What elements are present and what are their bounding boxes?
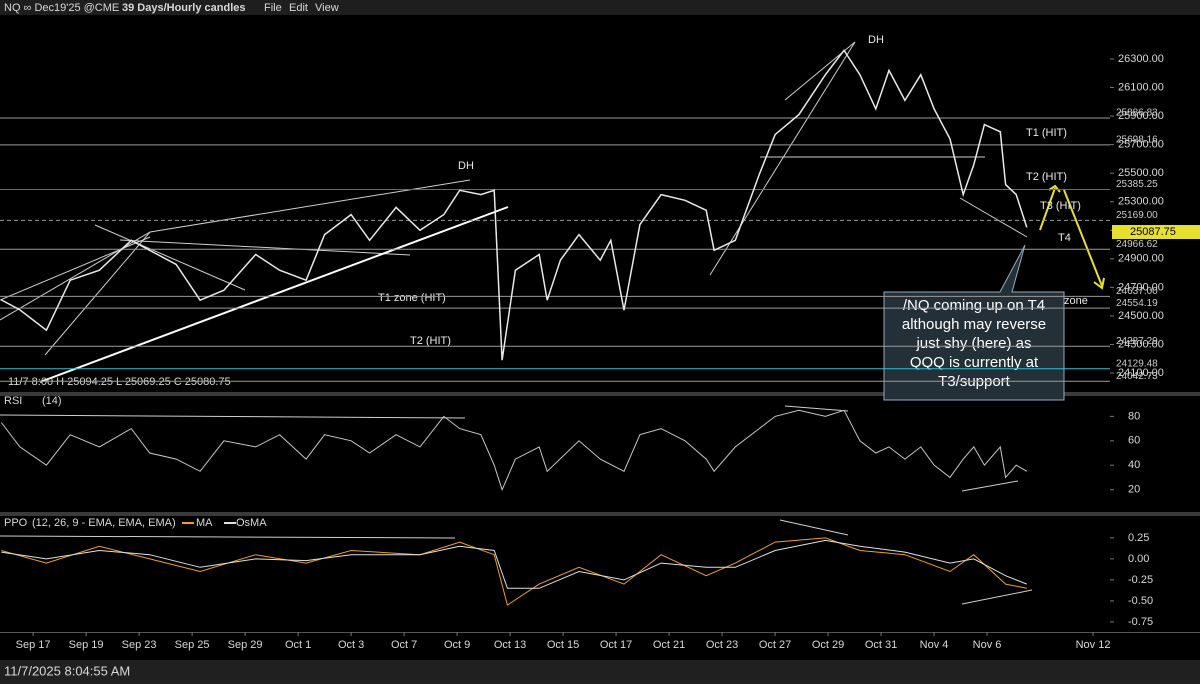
y-tick-label: 24900.00 [1118,253,1164,265]
annotation: DH [458,160,474,172]
y-tick-label: 24300.00 [1118,338,1164,350]
callout-line: although may reverse [902,316,1046,333]
x-tick-label: Oct 17 [600,639,632,651]
level-label: 24042.73 [1116,371,1158,382]
level-label: 24554.19 [1116,298,1158,309]
panel-title: PPO [4,517,28,529]
series-line [0,409,1028,492]
panel-title: RSI [4,395,22,407]
x-tick-label: Sep 23 [122,639,157,651]
series-line [1,539,1027,589]
level-label: 24287.29 [1116,336,1158,347]
trendline [39,206,509,383]
callout-line: /NQ coming up on T4 [903,297,1045,314]
annotation: zone [1064,295,1088,307]
level-label: 24966.62 [1116,239,1158,250]
legend-entry[interactable]: OsMA [236,517,267,529]
callout-box [883,244,1065,401]
x-tick-label: Oct 9 [444,639,470,651]
x-tick-label: Oct 13 [494,639,526,651]
x-tick-label: Oct 23 [706,639,738,651]
annotation: T2 (HIT) [410,335,451,347]
level-label: 24129.48 [1116,358,1158,369]
series-line [0,49,1028,361]
status-time: 11/7/2025 8:04:55 AM [4,663,130,678]
series-line [1,537,1027,606]
level-label: 25698.16 [1116,135,1158,146]
panel-divider [0,512,1200,516]
y-tick-label: 24500.00 [1118,310,1164,322]
y-tick-label: 60 [1128,435,1140,447]
toolbar [0,0,1200,15]
level-label: 25385.25 [1116,179,1158,190]
menu[interactable]: File [264,2,282,14]
level-label: 25169.00 [1116,210,1158,221]
annotation: T4 [1058,232,1071,244]
x-tick-label: Oct 7 [391,639,417,651]
y-tick-label: 24100.00 [1118,367,1164,379]
y-tick-label: -0.75 [1128,616,1153,628]
y-tick-label: 26100.00 [1118,81,1164,93]
ohlc-label: 11/7 8:00 H 25094.25 L 25069.25 C 25080.… [8,376,231,388]
x-tick-label: Oct 3 [338,639,364,651]
annotation: T1 zone (HIT) [378,292,446,304]
y-tick-label: 25500.00 [1118,167,1164,179]
y-tick-label: 25700.00 [1118,139,1164,151]
x-tick-label: Sep 25 [175,639,210,651]
x-tick-label: Sep 29 [228,639,263,651]
y-tick-label: -0.25 [1128,574,1153,586]
x-tick-label: Oct 31 [865,639,897,651]
x-tick-label: Sep 17 [16,639,51,651]
y-tick-label: 0.00 [1128,553,1149,565]
y-tick-label: 40 [1128,459,1140,471]
menu[interactable]: Edit [289,2,308,14]
panel-params: (12, 26, 9 - EMA, EMA, EMA) [32,517,176,529]
menu[interactable]: View [315,2,339,14]
callout-line: QQQ is currently at [910,354,1039,371]
y-tick-label: 25900.00 [1118,110,1164,122]
annotation: T1 (HIT) [1026,127,1067,139]
y-tick-label: 20 [1128,484,1140,496]
x-tick-label: Oct 27 [759,639,791,651]
symbol[interactable]: NQ ∞ Dec19'25 @CME [4,2,119,14]
x-tick-label: Nov 6 [973,639,1002,651]
y-tick-label: 0.25 [1128,532,1149,544]
last-price-label: 25087.75 [1130,226,1176,238]
last-price-tag [1112,225,1200,240]
y-tick-label: -0.50 [1128,595,1153,607]
callout-line: just shy (here) as [915,335,1031,352]
annotation: DH [868,34,884,46]
annotation: T2 (HIT) [1026,171,1067,183]
x-tick-label: Oct 29 [812,639,844,651]
y-tick-label: 26300.00 [1118,53,1164,65]
status-bar [0,660,1200,684]
trendlines [0,41,1033,605]
y-tick-label: 25300.00 [1118,196,1164,208]
panel-divider [0,392,1200,396]
x-tick-label: Oct 21 [653,639,685,651]
y-tick-label: 80 [1128,410,1140,422]
x-tick-label: Sep 19 [69,639,104,651]
level-label: 24637.00 [1116,286,1158,297]
x-tick-label: Oct 1 [285,639,311,651]
axis-line [0,632,1200,633]
level-label: 25886.83 [1116,108,1158,119]
legend-entry[interactable]: MA [196,517,213,529]
interval[interactable]: 39 Days/Hourly candles [122,2,246,14]
panel-params: (14) [42,395,62,407]
x-tick-label: Nov 4 [920,639,949,651]
annotation: T3 (HIT) [1040,200,1081,212]
x-tick-label: Nov 12 [1076,639,1111,651]
x-tick-label: Oct 15 [547,639,579,651]
y-tick-label: 24700.00 [1118,281,1164,293]
